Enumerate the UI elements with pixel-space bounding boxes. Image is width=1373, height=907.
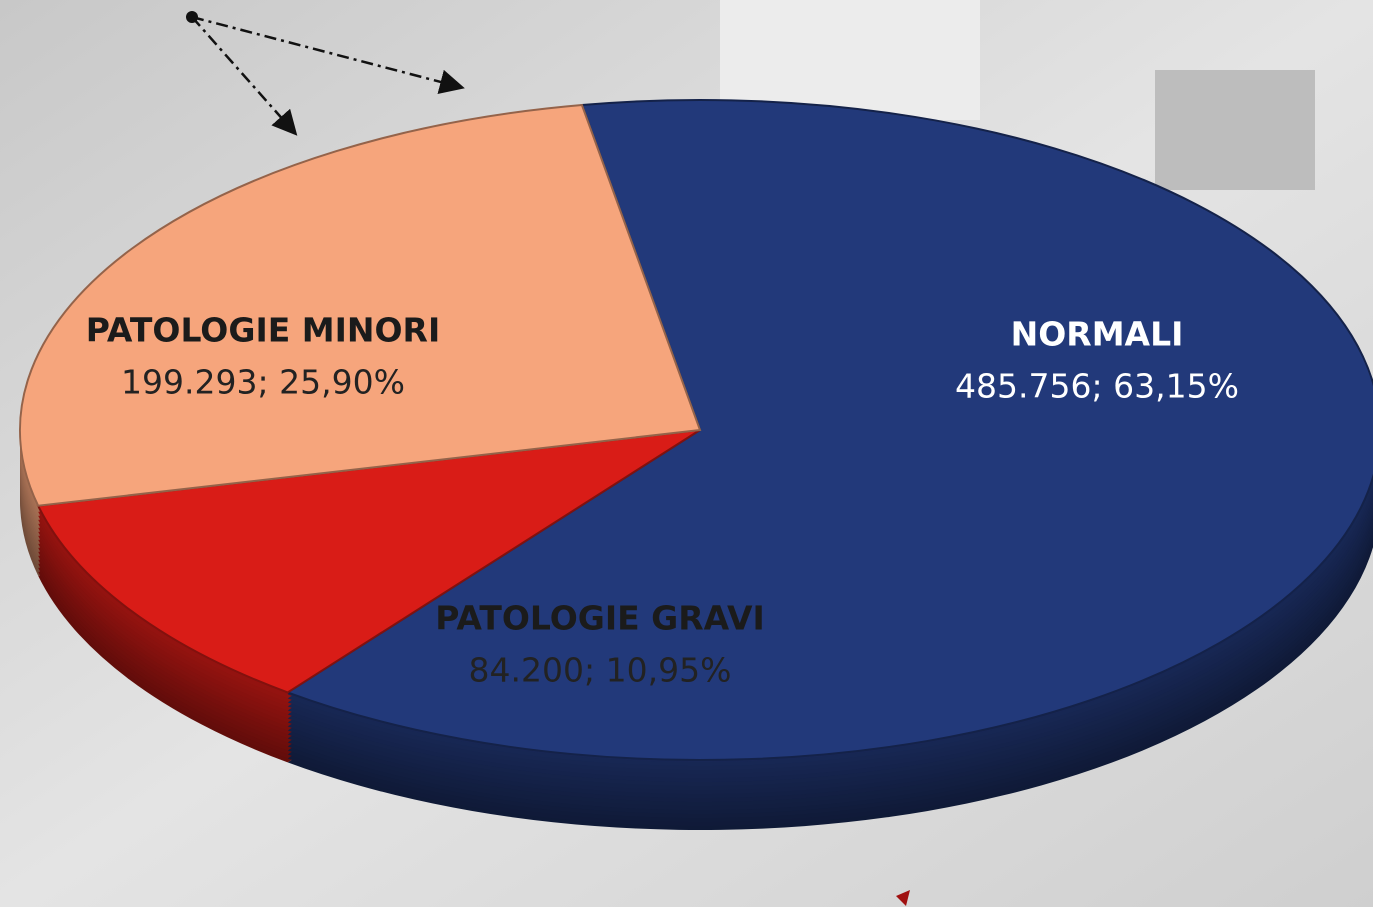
- pie: [19, 99, 1373, 830]
- slice-category: NORMALI: [1011, 315, 1184, 354]
- background-monitor: [1155, 70, 1315, 190]
- slice-value-label: 485.756; 63,15%: [955, 367, 1239, 406]
- decor-arrows: [186, 11, 910, 906]
- slice-value-label: 84.200; 10,95%: [469, 651, 732, 690]
- slice-value-label: 199.293; 25,90%: [121, 363, 405, 402]
- slice-category: PATOLOGIE GRAVI: [435, 599, 765, 638]
- slice-category: PATOLOGIE MINORI: [86, 311, 440, 350]
- slice: [36, 429, 701, 694]
- slice: [19, 103, 702, 507]
- background-monitor: [720, 0, 980, 120]
- slice: [285, 99, 1373, 761]
